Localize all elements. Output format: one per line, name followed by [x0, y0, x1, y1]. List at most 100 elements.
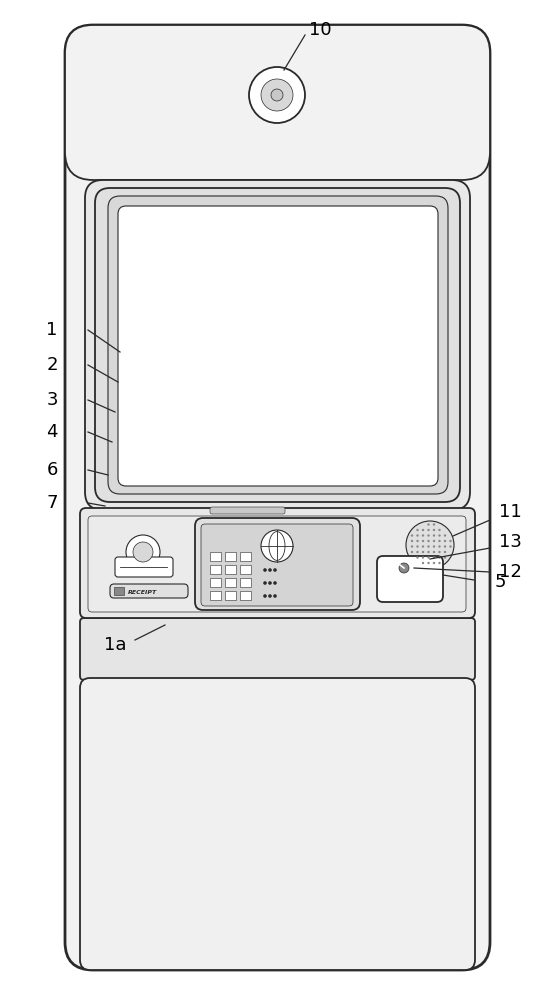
Circle shape	[406, 521, 454, 569]
Circle shape	[427, 556, 430, 559]
Bar	[240, 591, 251, 600]
Circle shape	[263, 568, 267, 572]
Bar	[240, 565, 251, 574]
Circle shape	[433, 562, 435, 564]
FancyBboxPatch shape	[377, 556, 443, 602]
Circle shape	[438, 562, 440, 564]
Circle shape	[422, 556, 424, 559]
Circle shape	[273, 594, 277, 598]
Circle shape	[422, 545, 424, 548]
Circle shape	[438, 534, 440, 537]
Circle shape	[427, 540, 430, 542]
Bar	[225, 591, 236, 600]
Circle shape	[438, 551, 440, 553]
FancyBboxPatch shape	[65, 25, 490, 180]
Circle shape	[427, 545, 430, 548]
FancyBboxPatch shape	[195, 518, 360, 610]
Text: 1a: 1a	[104, 636, 126, 654]
Bar	[210, 565, 221, 574]
Circle shape	[444, 545, 446, 548]
Circle shape	[444, 556, 446, 559]
Circle shape	[416, 545, 419, 548]
Circle shape	[422, 529, 424, 531]
Text: 4: 4	[46, 423, 58, 441]
Circle shape	[416, 529, 419, 531]
Circle shape	[433, 545, 435, 548]
FancyBboxPatch shape	[118, 206, 438, 486]
FancyBboxPatch shape	[115, 557, 173, 577]
Circle shape	[411, 551, 413, 553]
Circle shape	[126, 535, 160, 569]
FancyBboxPatch shape	[95, 188, 460, 502]
Circle shape	[444, 551, 446, 553]
Circle shape	[433, 534, 435, 537]
Bar	[210, 591, 221, 600]
Bar	[225, 552, 236, 561]
Text: 5: 5	[494, 573, 506, 591]
FancyBboxPatch shape	[110, 584, 188, 598]
Circle shape	[433, 529, 435, 531]
Text: RECEIPT: RECEIPT	[128, 590, 157, 595]
Text: 6: 6	[47, 461, 58, 479]
Circle shape	[427, 534, 430, 537]
FancyBboxPatch shape	[201, 524, 353, 606]
Circle shape	[433, 523, 435, 526]
Circle shape	[273, 568, 277, 572]
Circle shape	[261, 530, 293, 562]
Circle shape	[268, 581, 272, 585]
FancyBboxPatch shape	[65, 25, 490, 970]
Circle shape	[394, 558, 414, 578]
FancyBboxPatch shape	[85, 180, 470, 510]
Circle shape	[263, 594, 267, 598]
Circle shape	[261, 79, 293, 111]
FancyBboxPatch shape	[210, 507, 285, 514]
FancyBboxPatch shape	[80, 508, 475, 618]
Circle shape	[273, 581, 277, 585]
Circle shape	[427, 551, 430, 553]
Text: 1: 1	[47, 321, 58, 339]
Circle shape	[416, 534, 419, 537]
Circle shape	[416, 556, 419, 559]
Bar	[240, 552, 251, 561]
Circle shape	[411, 545, 413, 548]
Circle shape	[438, 529, 440, 531]
Text: 10: 10	[309, 21, 331, 39]
Circle shape	[427, 523, 430, 526]
Circle shape	[444, 534, 446, 537]
Text: 13: 13	[499, 533, 521, 551]
Circle shape	[271, 89, 283, 101]
FancyBboxPatch shape	[88, 516, 466, 612]
Text: 7: 7	[46, 494, 58, 512]
Circle shape	[411, 534, 413, 537]
Circle shape	[438, 556, 440, 559]
Circle shape	[449, 540, 452, 542]
Bar	[210, 578, 221, 587]
Bar	[210, 552, 221, 561]
Text: 2: 2	[46, 356, 58, 374]
FancyBboxPatch shape	[108, 196, 448, 494]
Circle shape	[438, 545, 440, 548]
Bar	[225, 578, 236, 587]
Circle shape	[416, 540, 419, 542]
Bar	[240, 578, 251, 587]
Circle shape	[422, 534, 424, 537]
Circle shape	[433, 556, 435, 559]
Circle shape	[427, 562, 430, 564]
Bar	[114, 587, 124, 595]
Circle shape	[399, 563, 409, 573]
Circle shape	[133, 542, 153, 562]
Circle shape	[268, 568, 272, 572]
Circle shape	[444, 540, 446, 542]
Bar	[225, 565, 236, 574]
Text: 3: 3	[46, 391, 58, 409]
Circle shape	[433, 540, 435, 542]
Circle shape	[427, 529, 430, 531]
Circle shape	[433, 551, 435, 553]
Text: 11: 11	[499, 503, 521, 521]
FancyBboxPatch shape	[80, 678, 475, 970]
Circle shape	[449, 545, 452, 548]
Circle shape	[438, 540, 440, 542]
Circle shape	[416, 551, 419, 553]
Text: 12: 12	[499, 563, 521, 581]
Circle shape	[422, 562, 424, 564]
